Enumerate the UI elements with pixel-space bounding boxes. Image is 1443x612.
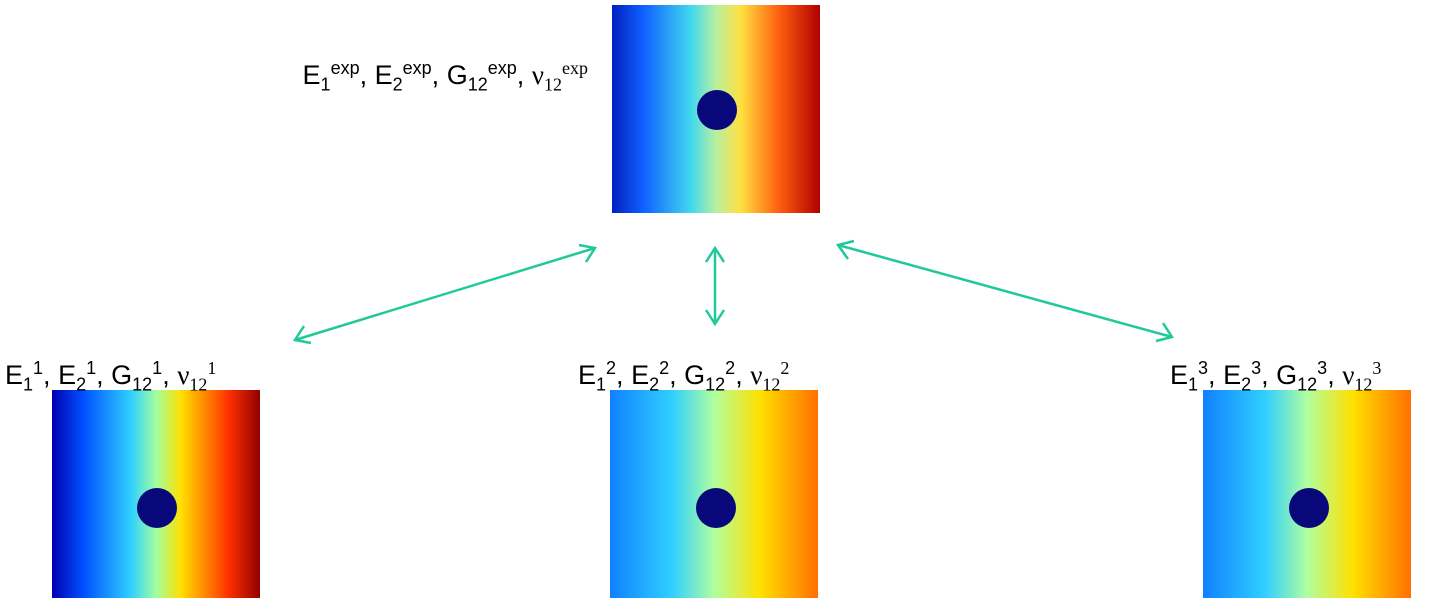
subscript: 2	[1241, 374, 1251, 394]
subscript: 2	[393, 74, 403, 94]
separator: ,	[517, 60, 532, 90]
subscript: 12	[189, 374, 207, 394]
symbol: ν	[750, 360, 762, 390]
separator: ,	[360, 60, 375, 90]
separator: ,	[1261, 360, 1276, 390]
node-label: E11, E21, G121, ν121	[5, 358, 216, 395]
subscript: 1	[23, 374, 33, 394]
superscript: 2	[659, 358, 669, 378]
symbol: ν	[1342, 360, 1354, 390]
symbol: ν	[532, 60, 544, 90]
separator: ,	[735, 360, 750, 390]
arrow-head	[579, 245, 595, 262]
subscript: 12	[544, 74, 562, 94]
subscript: 12	[132, 374, 152, 394]
separator: ,	[1208, 360, 1223, 390]
superscript: exp	[331, 58, 360, 78]
separator: ,	[616, 360, 631, 390]
superscript: exp	[488, 58, 517, 78]
superscript: 3	[1198, 358, 1208, 378]
canvas	[0, 0, 1443, 612]
symbol: E	[303, 60, 321, 90]
field-images	[52, 5, 1411, 598]
arrows	[295, 241, 1172, 343]
symbol: E	[578, 360, 596, 390]
symbol: E	[1170, 360, 1188, 390]
subscript: 2	[649, 374, 659, 394]
superscript: 2	[725, 358, 735, 378]
subscript: 1	[1188, 374, 1198, 394]
separator: ,	[669, 360, 684, 390]
subscript: 1	[321, 74, 331, 94]
symbol: E	[375, 60, 393, 90]
separator: ,	[1327, 360, 1342, 390]
node-label: E1exp, E2exp, G12exp, ν12exp	[303, 58, 588, 95]
superscript: 3	[1372, 358, 1381, 378]
symbol: G	[684, 360, 705, 390]
arrow	[295, 248, 595, 340]
superscript: 2	[606, 358, 616, 378]
symbol: E	[1223, 360, 1241, 390]
subscript: 12	[762, 374, 780, 394]
separator: ,	[432, 60, 447, 90]
superscript: 3	[1251, 358, 1261, 378]
symbol: ν	[177, 360, 189, 390]
separator: ,	[96, 360, 111, 390]
subscript: 2	[76, 374, 86, 394]
superscript: 1	[152, 358, 162, 378]
superscript: 2	[780, 358, 789, 378]
superscript: exp	[403, 58, 432, 78]
superscript: 3	[1317, 358, 1327, 378]
hole	[696, 488, 736, 528]
hole	[1289, 488, 1329, 528]
symbol: G	[1276, 360, 1297, 390]
superscript: 1	[86, 358, 96, 378]
separator: ,	[162, 360, 177, 390]
symbol: E	[58, 360, 76, 390]
subscript: 12	[468, 74, 488, 94]
superscript: 1	[33, 358, 43, 378]
subscript: 12	[1354, 374, 1372, 394]
separator: ,	[43, 360, 58, 390]
node-label: E12, E22, G122, ν122	[578, 358, 789, 395]
superscript: exp	[562, 58, 588, 78]
hole	[697, 90, 737, 130]
symbol: E	[5, 360, 23, 390]
diagram: E1exp, E2exp, G12exp, ν12exp E11, E21, G…	[0, 0, 1443, 612]
subscript: 12	[1297, 374, 1317, 394]
node-label: E13, E23, G123, ν123	[1170, 358, 1381, 395]
symbol: G	[111, 360, 132, 390]
hole	[137, 488, 177, 528]
symbol: G	[447, 60, 468, 90]
subscript: 12	[705, 374, 725, 394]
symbol: E	[631, 360, 649, 390]
superscript: 1	[207, 358, 216, 378]
subscript: 1	[596, 374, 606, 394]
arrow-head	[295, 326, 311, 343]
arrow	[838, 245, 1172, 337]
